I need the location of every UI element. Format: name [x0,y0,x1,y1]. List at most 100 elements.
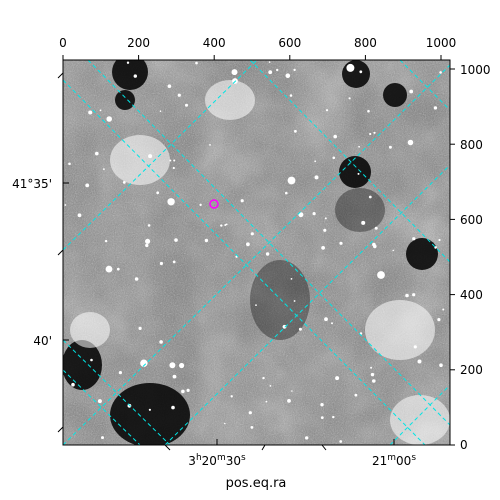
star [268,61,271,63]
star [417,359,422,364]
star [437,318,441,322]
star [392,249,395,252]
star [134,277,139,281]
star [138,326,142,330]
star [186,388,190,392]
star [103,168,105,171]
star [312,212,316,216]
right-axis [450,68,455,446]
stars [64,61,445,443]
star [285,73,291,78]
star [156,191,160,195]
star [167,84,172,88]
star [133,74,137,78]
top-tick-label-4: 800 [354,36,377,50]
top-tick-label-2: 400 [203,36,226,50]
star [64,204,67,206]
star [377,271,385,279]
world-grid [63,60,450,445]
star [265,400,268,403]
star [172,374,177,379]
star [199,203,202,207]
star [321,246,325,250]
top-tick-label-5: 1000 [426,36,457,50]
bright-regions [70,80,450,445]
star [167,198,175,206]
star [298,212,304,218]
star [174,238,178,242]
star [224,224,227,226]
star [314,175,319,180]
star [230,395,233,398]
star [225,223,228,226]
star [320,416,324,419]
star [173,159,176,162]
star [442,308,445,311]
star [439,71,442,74]
star [159,261,163,266]
star [373,244,377,249]
star [314,160,317,163]
star [293,68,296,72]
left-axis-labels: 41°35' 40' [12,177,52,348]
star [374,226,378,230]
star [246,242,250,247]
right-axis-labels: 0 200 400 600 800 1000 [460,63,491,452]
star [104,239,108,243]
star [348,97,351,100]
star [325,109,329,112]
star [324,217,327,220]
star [346,63,355,72]
star [357,172,360,175]
star [159,110,162,112]
star [335,376,340,381]
grid-line-a [63,60,258,251]
star [145,238,151,244]
star [339,440,343,443]
star [185,103,188,107]
top-axis [62,55,442,60]
sky-image [63,60,450,445]
star [324,317,328,322]
star [240,199,244,203]
star [250,232,254,236]
star [433,106,438,110]
plot-frame [62,59,451,446]
star [332,415,335,419]
star [85,183,90,188]
star [332,156,336,160]
bottom-axis-labels: 3h20m30s 21m00s pos.eq.ra [188,453,416,491]
star [248,411,252,415]
star [106,116,112,122]
star [282,324,287,329]
right-tick-label-5: 1000 [460,63,491,77]
star [372,379,376,383]
star [77,213,82,218]
star [407,139,414,146]
star [105,265,113,273]
star [177,93,181,97]
star [209,144,211,146]
star [369,132,372,136]
star [204,238,209,243]
star [285,191,288,195]
star [323,228,327,232]
star [294,129,297,133]
ra-label-1: 21m00s [372,453,416,468]
star [179,362,185,369]
star [68,162,71,166]
star [172,166,175,170]
star [122,181,126,184]
star [265,252,270,256]
bottom-world-ticks [164,439,395,451]
star [439,363,443,368]
star [339,241,343,245]
ra-label-0: 3h20m30s [188,453,246,468]
star [368,195,372,199]
star [90,358,93,362]
right-tick-label-0: 0 [460,438,468,452]
star [412,237,416,241]
star [172,260,176,264]
star [97,399,102,404]
star [412,293,416,297]
